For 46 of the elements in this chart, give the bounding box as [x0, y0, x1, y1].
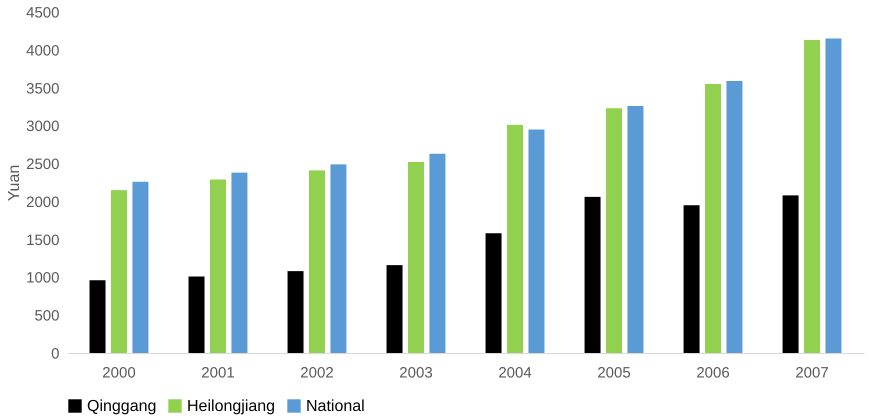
bar	[188, 276, 205, 353]
y-tick-label: 500	[34, 308, 60, 325]
bar	[429, 154, 446, 353]
bar	[308, 170, 325, 353]
y-tick-label: 1500	[26, 232, 60, 249]
y-tick-label: 0	[51, 346, 60, 362]
bar	[110, 190, 127, 353]
bar	[210, 179, 226, 353]
bar	[804, 40, 820, 353]
y-tick-label: 1000	[26, 270, 60, 287]
x-tick-label: 2006	[696, 364, 730, 382]
legend-label: Heilongjiang	[187, 398, 276, 415]
x-tick-label: 2007	[795, 364, 829, 382]
x-tick-label: 2002	[300, 364, 334, 382]
bar	[726, 80, 742, 353]
x-tick-label: 2003	[399, 364, 433, 382]
bar	[132, 182, 148, 353]
bar	[825, 38, 842, 353]
bar	[684, 205, 700, 353]
bar	[584, 196, 601, 353]
y-axis-title: Yuan	[6, 164, 24, 202]
bar	[386, 265, 403, 353]
x-tick-label: 2005	[597, 364, 631, 382]
bar	[705, 84, 722, 353]
bar	[408, 162, 424, 353]
bar	[606, 108, 622, 353]
bar	[782, 195, 799, 353]
y-tick-label: 3000	[26, 118, 60, 136]
legend-label: Qinggang	[87, 398, 156, 415]
bar	[507, 124, 524, 353]
y-tick-label: 4500	[26, 4, 60, 22]
y-tick-label: 2000	[26, 194, 60, 211]
y-tick-label: 2500	[26, 156, 60, 174]
x-tick-label: 2001	[201, 364, 235, 382]
y-tick-label: 3500	[26, 80, 60, 98]
bar	[90, 280, 106, 353]
bar	[330, 164, 346, 353]
x-tick-label: 2000	[102, 364, 136, 382]
bar	[486, 233, 502, 353]
legend-label: National	[306, 398, 365, 415]
y-tick-label: 4000	[26, 42, 60, 60]
bar	[288, 271, 304, 353]
bar	[528, 129, 544, 353]
bar	[231, 172, 248, 353]
bar	[627, 106, 644, 353]
x-tick-label: 2004	[498, 364, 532, 382]
